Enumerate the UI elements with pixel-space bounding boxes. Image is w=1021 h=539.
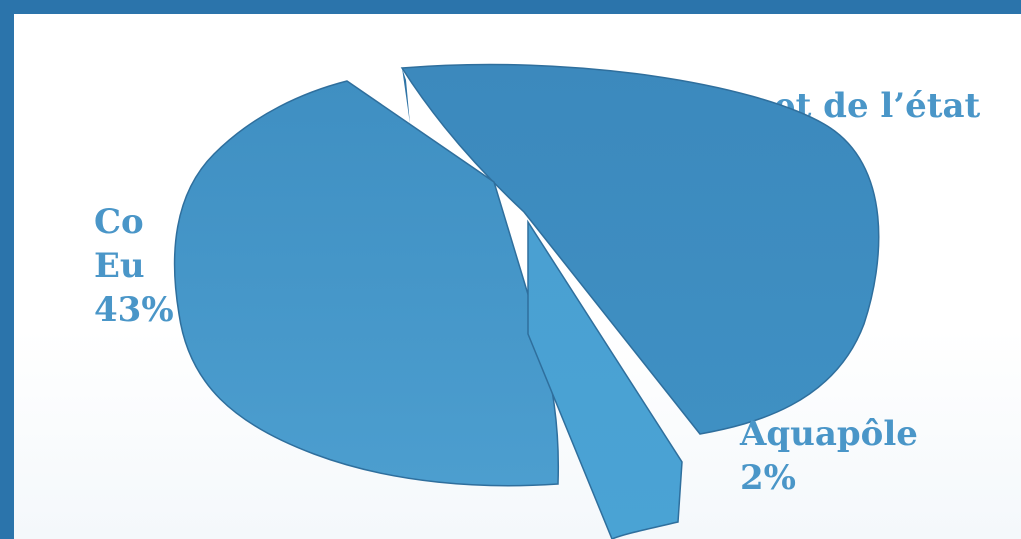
pie-slice-etat-side bbox=[402, 68, 410, 124]
slice-label-aquapole-percent: 2% bbox=[740, 458, 796, 498]
slice-label-europe-line-1: Co bbox=[94, 202, 144, 242]
pie-slice-etat bbox=[400, 63, 880, 435]
slice-label-europe-percent: 43% bbox=[94, 290, 174, 330]
slice-label-aquapole-line-1: Aquapôle bbox=[740, 414, 918, 454]
pie-chart bbox=[173, 63, 880, 539]
pie-slice-europe bbox=[173, 80, 560, 487]
slice-label-europe: Co Eu 43% bbox=[94, 200, 174, 332]
slice-label-aquapole: Aquapôle 2% bbox=[740, 412, 918, 500]
slide: et de l’état Co Eu 43% bbox=[14, 14, 1021, 539]
slice-label-europe-line-2: Eu bbox=[94, 246, 145, 286]
